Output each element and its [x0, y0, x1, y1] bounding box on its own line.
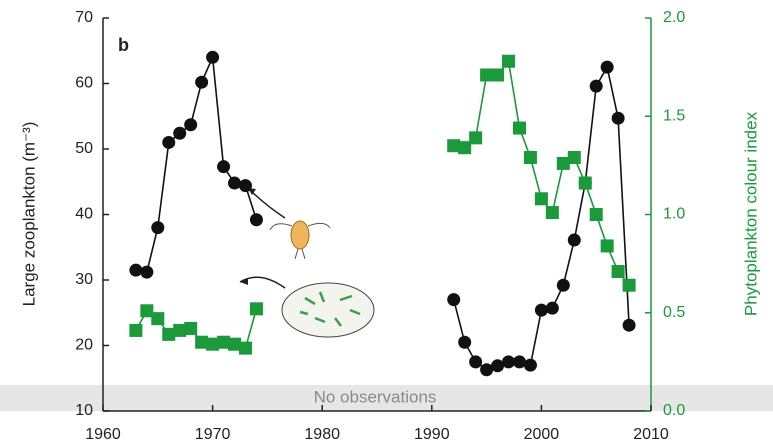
marker — [524, 151, 537, 164]
y-tick-label: 50 — [75, 140, 93, 157]
marker — [568, 151, 581, 164]
marker — [173, 127, 186, 140]
marker — [546, 302, 559, 315]
marker — [535, 192, 548, 205]
marker — [513, 122, 526, 135]
marker — [546, 206, 559, 219]
marker — [250, 213, 263, 226]
y-tick-label: 60 — [75, 75, 93, 92]
series-line — [136, 57, 257, 272]
y-tick-label: 70 — [75, 9, 93, 26]
y2-tick-label: 1.0 — [663, 206, 685, 223]
marker — [568, 234, 581, 247]
y2-tick-label: 2.0 — [663, 9, 685, 26]
marker — [513, 355, 526, 368]
marker — [590, 208, 603, 221]
y-axis-label: Large zooplankton (m⁻³) — [19, 122, 38, 307]
marker — [469, 355, 482, 368]
marker — [162, 136, 175, 149]
marker — [184, 322, 197, 335]
marker — [491, 68, 504, 81]
marker — [151, 221, 164, 234]
marker — [612, 265, 625, 278]
y-tick-label: 40 — [75, 206, 93, 223]
y2-tick-label: 1.5 — [663, 107, 685, 124]
marker — [535, 304, 548, 317]
marker — [469, 131, 482, 144]
marker — [195, 76, 208, 89]
x-tick-label: 1960 — [85, 426, 121, 443]
marker — [579, 177, 592, 190]
marker — [184, 118, 197, 131]
y2-tick-label: 0.0 — [663, 402, 685, 419]
marker — [206, 51, 219, 64]
x-tick-label: 2000 — [524, 426, 560, 443]
y-tick-label: 10 — [75, 402, 93, 419]
marker — [601, 61, 614, 74]
marker — [590, 80, 603, 93]
y-tick-label: 20 — [75, 337, 93, 354]
x-tick-label: 2010 — [633, 426, 669, 443]
marker — [217, 160, 230, 173]
marker — [623, 319, 636, 332]
marker — [239, 342, 252, 355]
y-tick-label: 30 — [75, 271, 93, 288]
marker — [129, 264, 142, 277]
marker — [601, 239, 614, 252]
marker — [458, 336, 471, 349]
marker — [623, 279, 636, 292]
marker — [228, 177, 241, 190]
marker — [151, 312, 164, 325]
y2-axis-label: Phytoplankton colour index — [741, 111, 760, 316]
page: {"chart_data": {"type": "line", "panel_l… — [0, 0, 773, 446]
marker — [502, 55, 515, 68]
marker — [250, 302, 263, 315]
x-tick-label: 1970 — [195, 426, 231, 443]
x-tick-label: 1980 — [304, 426, 340, 443]
chart: No observations b Large zooplankton (m⁻³… — [0, 0, 773, 446]
x-tick-label: 1990 — [414, 426, 450, 443]
marker — [140, 266, 153, 279]
y2-tick-label: 0.5 — [663, 304, 685, 321]
marker — [129, 324, 142, 337]
marker — [612, 112, 625, 125]
marker — [524, 359, 537, 372]
annotation: No observations — [314, 387, 437, 406]
marker — [447, 293, 460, 306]
marker — [557, 279, 570, 292]
marker — [239, 179, 252, 192]
panel-label: b — [118, 35, 129, 55]
